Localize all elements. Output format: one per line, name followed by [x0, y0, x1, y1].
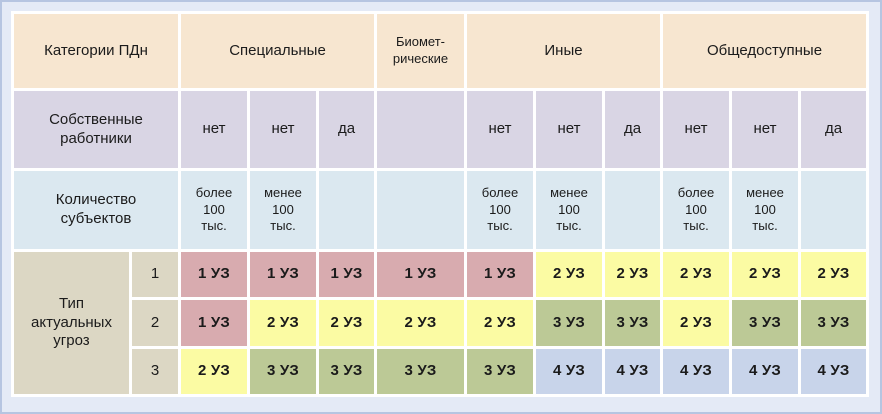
uz-cell: 3 УЗ — [250, 349, 316, 394]
table-corner-header: Категории ПДн — [14, 14, 178, 88]
subjects-cell — [319, 171, 374, 249]
employees-cell: нет — [663, 91, 729, 168]
uz-cell: 2 УЗ — [801, 252, 866, 297]
employees-cell: нет — [181, 91, 247, 168]
uz-cell: 3 УЗ — [605, 300, 660, 346]
uz-cell: 3 УЗ — [801, 300, 866, 346]
employees-cell: нет — [732, 91, 798, 168]
uz-cell: 1 УЗ — [250, 252, 316, 297]
uz-cell: 2 УЗ — [181, 349, 247, 394]
employees-cell: нет — [536, 91, 602, 168]
row-label-threat-type: Тип актуальных угроз — [14, 252, 129, 394]
uz-cell: 1 УЗ — [181, 300, 247, 346]
uz-cell: 2 УЗ — [250, 300, 316, 346]
threat-level-number: 2 — [132, 300, 178, 346]
uz-cell: 1 УЗ — [181, 252, 247, 297]
subjects-cell: менее 100 тыс. — [732, 171, 798, 249]
uz-cell: 3 УЗ — [377, 349, 464, 394]
subjects-cell — [377, 171, 464, 249]
employees-cell: нет — [250, 91, 316, 168]
uz-cell: 3 УЗ — [536, 300, 602, 346]
subjects-cell: менее 100 тыс. — [536, 171, 602, 249]
uz-cell: 3 УЗ — [732, 300, 798, 346]
uz-cell: 1 УЗ — [377, 252, 464, 297]
uz-cell: 2 УЗ — [605, 252, 660, 297]
uz-cell: 3 УЗ — [319, 349, 374, 394]
header-group-biometric: Биомет- рические — [377, 14, 464, 88]
header-group-special: Специальные — [181, 14, 374, 88]
employees-cell — [377, 91, 464, 168]
uz-cell: 4 УЗ — [732, 349, 798, 394]
subjects-cell: более 100 тыс. — [663, 171, 729, 249]
subjects-cell: менее 100 тыс. — [250, 171, 316, 249]
uz-cell: 2 УЗ — [732, 252, 798, 297]
employees-cell: нет — [467, 91, 533, 168]
uz-cell: 4 УЗ — [536, 349, 602, 394]
employees-cell: да — [801, 91, 866, 168]
uz-cell: 2 УЗ — [467, 300, 533, 346]
header-group-public: Общедоступные — [663, 14, 866, 88]
table-grid: Категории ПДн Специальные Биомет- рическ… — [11, 11, 869, 397]
uz-cell: 4 УЗ — [801, 349, 866, 394]
subjects-cell — [605, 171, 660, 249]
employees-cell: да — [605, 91, 660, 168]
subjects-cell: более 100 тыс. — [467, 171, 533, 249]
uz-cell: 4 УЗ — [663, 349, 729, 394]
uz-cell: 1 УЗ — [319, 252, 374, 297]
uz-cell: 3 УЗ — [467, 349, 533, 394]
threat-level-number: 3 — [132, 349, 178, 394]
uz-cell: 2 УЗ — [663, 252, 729, 297]
subjects-cell — [801, 171, 866, 249]
uz-cell: 2 УЗ — [536, 252, 602, 297]
row-label-subjects-count: Количество субъектов — [14, 171, 178, 249]
subjects-cell: более 100 тыс. — [181, 171, 247, 249]
uz-cell: 1 УЗ — [467, 252, 533, 297]
threat-level-number: 1 — [132, 252, 178, 297]
header-group-other: Иные — [467, 14, 660, 88]
uz-cell: 2 УЗ — [663, 300, 729, 346]
employees-cell: да — [319, 91, 374, 168]
uz-cell: 2 УЗ — [377, 300, 464, 346]
row-label-own-employees: Собственные работники — [14, 91, 178, 168]
uz-cell: 2 УЗ — [319, 300, 374, 346]
uz-cell: 4 УЗ — [605, 349, 660, 394]
